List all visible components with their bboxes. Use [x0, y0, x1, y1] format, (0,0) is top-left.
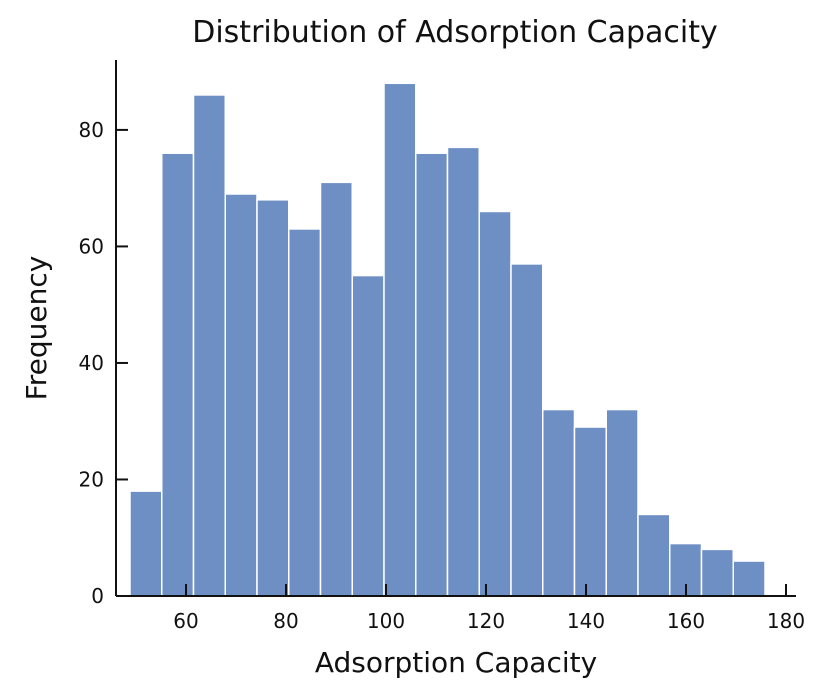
histogram-bar: [415, 152, 449, 597]
histogram-bar: [510, 263, 544, 597]
histogram-bar: [192, 94, 226, 597]
bars-group: [129, 82, 766, 597]
histogram-bar: [542, 408, 576, 597]
histogram-bar: [224, 193, 258, 597]
histogram-bar: [700, 548, 734, 597]
histogram-bar: [383, 82, 417, 597]
x-tick-label: 160: [667, 609, 705, 633]
y-tick-label: 0: [91, 584, 104, 608]
histogram-bar: [478, 210, 512, 597]
y-axis-label: Frequency: [20, 256, 53, 401]
histogram-bar: [573, 426, 607, 597]
histogram-bar: [288, 228, 322, 597]
y-tick-label: 80: [79, 118, 104, 142]
histogram-bar: [161, 152, 195, 597]
y-tick-label: 20: [79, 467, 104, 491]
chart-title: Distribution of Adsorption Capacity: [192, 15, 718, 50]
x-tick-label: 80: [273, 609, 298, 633]
histogram-bar: [637, 513, 671, 597]
histogram-bar: [319, 181, 353, 597]
x-tick-label: 140: [567, 609, 605, 633]
histogram-bar: [732, 560, 766, 597]
x-ticks-group: 60 80 100 120 140 160 180: [173, 584, 805, 633]
y-ticks-group: 0 20 40 60 80: [79, 118, 128, 608]
histogram-bar: [605, 408, 639, 597]
x-tick-label: 100: [367, 609, 405, 633]
histogram-bar: [351, 274, 385, 597]
x-tick-label: 60: [173, 609, 198, 633]
histogram-bar: [446, 146, 480, 597]
y-tick-label: 60: [79, 234, 104, 258]
histogram-bar: [129, 490, 163, 597]
y-tick-label: 40: [79, 351, 104, 375]
histogram-bar: [256, 199, 290, 597]
x-axis-label: Adsorption Capacity: [315, 646, 597, 679]
x-tick-label: 120: [467, 609, 505, 633]
x-tick-label: 180: [767, 609, 805, 633]
